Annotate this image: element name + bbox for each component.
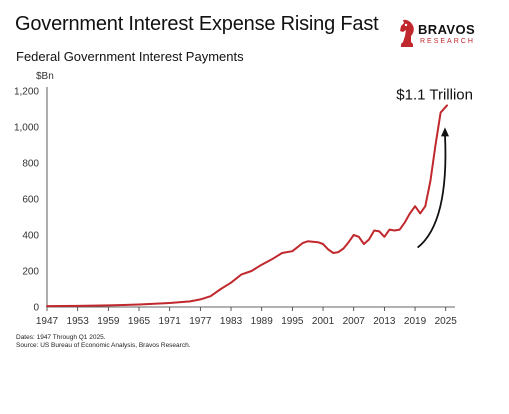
- series-layer: [46, 104, 448, 308]
- knight-chess-icon: [400, 19, 414, 47]
- x-tick-label: 2013: [373, 316, 396, 327]
- y-tick-label: 1,000: [14, 123, 39, 134]
- y-tick-label: 0: [33, 303, 39, 314]
- x-tick-label: 1965: [128, 316, 151, 327]
- y-tick-label: 800: [22, 159, 39, 170]
- x-tick-label: 2019: [404, 316, 427, 327]
- x-tick-label: 1947: [36, 316, 59, 327]
- x-tick-label: 1959: [97, 316, 120, 327]
- brand-name: BRAVOS: [418, 22, 476, 37]
- y-tick-label: 400: [22, 231, 39, 242]
- y-axis: $Bn 0 200 400 600 800 1,000 1,200: [14, 71, 54, 314]
- x-axis: 1947 1953 1959 1965 1971 1977 1983 1989 1995 2001…: [36, 306, 458, 327]
- annotation-arrow: [417, 135, 447, 249]
- x-tick-label: 1953: [67, 316, 90, 327]
- chart-subtitle: Federal Government Interest Payments: [16, 49, 244, 64]
- annotation-layer: $1.1 Trillion: [396, 86, 473, 249]
- x-tick-label: 2007: [343, 316, 366, 327]
- x-tick-label: 2025: [435, 316, 458, 327]
- x-tick-label: 1989: [251, 316, 274, 327]
- dates-note: Dates: 1947 Through Q1 2025.: [16, 334, 106, 341]
- brand-logo: BRAVOS RESEARCH: [397, 17, 497, 59]
- brand-tagline: RESEARCH: [420, 38, 475, 45]
- y-tick-label: 200: [22, 267, 39, 278]
- annotation-arrowhead: [441, 127, 449, 137]
- x-tick-label: 2001: [312, 316, 335, 327]
- series-line: [46, 104, 448, 308]
- x-tick-label: 1971: [159, 316, 182, 327]
- annotation-label: $1.1 Trillion: [396, 86, 473, 103]
- y-tick-label: 600: [22, 195, 39, 206]
- source-note: Source: US Bureau of Economic Analysis, …: [16, 342, 191, 349]
- x-tick-label: 1983: [220, 316, 243, 327]
- chart-title: Government Interest Expense Rising Fast: [15, 13, 379, 35]
- chart-notes: Dates: 1947 Through Q1 2025. Source: US …: [16, 334, 191, 350]
- y-tick-label: 1,200: [14, 87, 39, 98]
- x-tick-label: 1977: [189, 316, 212, 327]
- x-tick-label: 1995: [281, 316, 304, 327]
- y-axis-unit-label: $Bn: [36, 71, 54, 82]
